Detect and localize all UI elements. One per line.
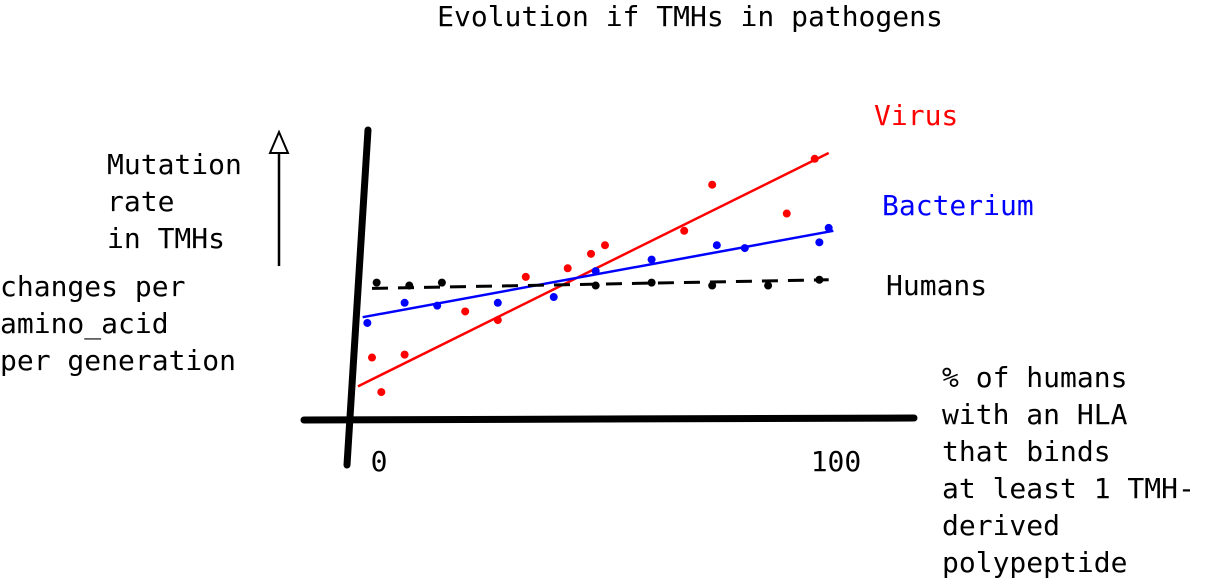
y-axis-label: Mutation rate in TMHs [107, 148, 242, 255]
x-axis-line [300, 414, 918, 424]
data-point-humans [647, 278, 656, 287]
data-point-bacterium [647, 255, 656, 264]
y-label-line-1: Mutation [107, 148, 242, 181]
series-bacterium [362, 223, 834, 327]
data-point-virus [587, 249, 596, 258]
x-axis-label: % of humans with an HLA that binds at le… [942, 361, 1195, 579]
data-point-virus [493, 316, 502, 325]
data-point-humans [708, 281, 717, 290]
data-point-bacterium [591, 267, 600, 276]
data-point-virus [601, 241, 609, 250]
data-point-bacterium [400, 298, 409, 307]
data-point-humans [372, 278, 381, 287]
data-point-bacterium [740, 244, 749, 253]
data-point-bacterium [815, 238, 824, 247]
data-point-virus [810, 154, 819, 163]
series-layer [357, 151, 834, 397]
data-point-humans [591, 281, 600, 290]
data-point-humans [815, 275, 824, 284]
data-point-bacterium [363, 318, 372, 327]
y-axis-line [343, 126, 372, 469]
series-label-bacterium: Bacterium [882, 189, 1034, 222]
data-point-virus [521, 272, 530, 281]
data-point-virus [377, 388, 386, 397]
x-tick-100: 100 [811, 445, 862, 478]
y-unit-line-1: changes per [0, 270, 185, 303]
x-label-line-2: with an HLA [942, 398, 1128, 431]
series-label-humans: Humans [886, 269, 987, 302]
y-label-line-2: rate [107, 185, 174, 218]
x-tick-0: 0 [371, 445, 388, 478]
data-point-virus [461, 307, 470, 316]
data-point-virus [368, 353, 376, 362]
data-point-virus [563, 264, 572, 273]
y-label-line-3: in TMHs [107, 222, 225, 255]
data-point-bacterium [433, 301, 442, 310]
data-point-virus [400, 350, 409, 359]
data-point-bacterium [549, 293, 558, 302]
x-label-line-4: at least 1 TMH- [942, 472, 1195, 505]
data-point-humans [437, 278, 446, 287]
series-label-virus: Virus [874, 99, 958, 132]
y-arrow-icon [268, 129, 290, 266]
chart-title: Evolution if TMHs in pathogens [437, 0, 943, 33]
data-point-humans [405, 281, 414, 290]
series-labels: Virus Bacterium Humans [874, 99, 1034, 302]
data-point-virus [708, 180, 717, 189]
x-label-line-3: that binds [942, 435, 1111, 468]
series-humans [371, 275, 829, 290]
data-point-bacterium [824, 223, 833, 232]
series-virus [357, 151, 830, 397]
data-point-humans [764, 281, 773, 290]
y-axis-unit: changes per amino_acid per generation [0, 270, 236, 377]
y-unit-line-2: amino_acid [0, 307, 169, 341]
x-label-line-6: polypeptide [942, 546, 1127, 579]
data-point-virus [782, 209, 791, 218]
y-unit-line-3: per generation [0, 344, 236, 377]
data-point-bacterium [493, 298, 502, 307]
x-label-line-1: % of humans [942, 361, 1127, 394]
data-point-bacterium [712, 241, 721, 250]
x-label-line-5: derived [942, 509, 1060, 542]
data-point-virus [680, 226, 689, 235]
